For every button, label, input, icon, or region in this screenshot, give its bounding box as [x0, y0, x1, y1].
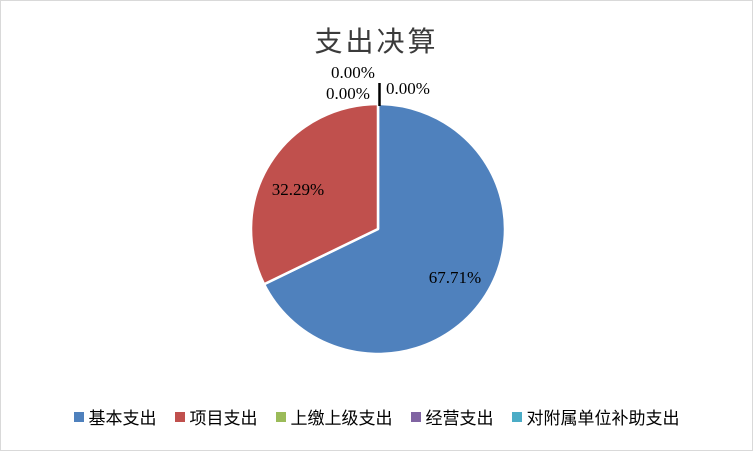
- legend-swatch-icon: [511, 411, 522, 422]
- legend-item-4: 对附属单位补助支出: [511, 404, 680, 429]
- data-label-basic-expenditure: 67.71%: [428, 268, 482, 287]
- data-label-upper-level-expenditure: 0.00%: [331, 63, 375, 82]
- legend-swatch-icon: [73, 411, 84, 422]
- legend-swatch-icon: [275, 411, 286, 422]
- pie-slice-0: [262, 102, 507, 356]
- legend-label: 基本支出: [88, 409, 157, 428]
- legend-label: 项目支出: [189, 409, 258, 428]
- legend-swatch-icon: [174, 411, 185, 422]
- legend-item-1: 项目支出: [174, 404, 258, 429]
- data-label-affiliated-subsidy-expenditure: 0.00%: [386, 79, 430, 98]
- data-label-operating-expenditure: 0.00%: [326, 84, 370, 103]
- legend-swatch-icon: [410, 411, 421, 422]
- legend-item-2: 上缴上级支出: [275, 404, 393, 429]
- data-label-project-expenditure: 32.29%: [271, 180, 325, 199]
- chart-title: 支出决算: [314, 27, 439, 58]
- legend-label: 对附属单位补助支出: [526, 409, 680, 428]
- legend-label: 经营支出: [425, 409, 494, 428]
- chart-legend: 基本支出 项目支出 上缴上级支出 经营支出 对附属单位补助支出: [1, 404, 752, 429]
- pie-slice-1: [249, 102, 380, 286]
- pie-slices: [249, 102, 507, 356]
- legend-label: 上缴上级支出: [290, 409, 393, 428]
- legend-item-0: 基本支出: [73, 404, 157, 429]
- legend-item-3: 经营支出: [410, 404, 494, 429]
